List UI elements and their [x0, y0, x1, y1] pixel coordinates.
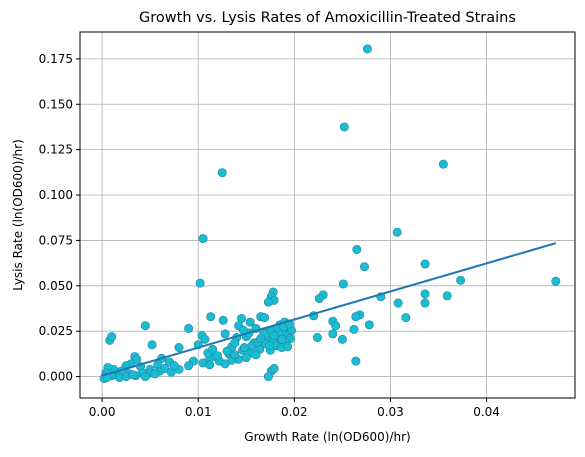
- y-axis-title: Lysis Rate (ln(OD600)/hr): [11, 139, 25, 291]
- chart-title: Growth vs. Lysis Rates of Amoxicillin-Tr…: [139, 10, 516, 26]
- data-point: [351, 312, 361, 322]
- data-point: [269, 331, 279, 341]
- data-point: [312, 333, 322, 343]
- regression-line: [101, 242, 557, 377]
- y-tick-label: 0.050: [39, 279, 73, 293]
- y-tick-label: 0.125: [39, 143, 73, 157]
- data-point: [393, 298, 403, 308]
- y-tick-label: 0.100: [39, 188, 73, 202]
- data-point: [420, 289, 430, 299]
- points-layer: [99, 44, 561, 383]
- data-point: [245, 317, 255, 327]
- data-point: [205, 360, 215, 370]
- data-point: [401, 313, 411, 323]
- data-point: [230, 350, 240, 360]
- data-point: [349, 324, 359, 334]
- data-point: [200, 334, 210, 344]
- data-point: [174, 343, 184, 353]
- data-point: [230, 338, 240, 348]
- data-point: [283, 342, 293, 352]
- plot-frame: [79, 31, 576, 399]
- y-tick-label: 0.075: [39, 233, 73, 247]
- data-point: [264, 341, 274, 351]
- data-point: [220, 329, 230, 339]
- data-point: [150, 369, 160, 379]
- data-point: [420, 298, 430, 308]
- data-point: [208, 344, 218, 354]
- data-point: [195, 278, 205, 288]
- data-point: [269, 363, 279, 373]
- data-point: [551, 276, 561, 286]
- data-point: [107, 332, 117, 342]
- data-point: [277, 334, 287, 344]
- data-point: [212, 351, 222, 361]
- data-point: [128, 370, 138, 380]
- fit-line-layer: [101, 242, 557, 377]
- data-point: [351, 356, 361, 366]
- data-point: [217, 168, 227, 178]
- y-tick-label: 0.000: [39, 370, 73, 384]
- x-tick-label: 0.04: [473, 405, 500, 419]
- data-point: [140, 372, 150, 382]
- data-point: [140, 321, 150, 331]
- data-point: [420, 259, 430, 269]
- grid: [80, 32, 575, 398]
- data-point: [263, 297, 273, 307]
- y-tick-label: 0.025: [39, 324, 73, 338]
- data-point: [392, 227, 402, 237]
- x-tick-label: 0.00: [89, 405, 116, 419]
- data-point: [364, 320, 374, 330]
- data-point: [184, 323, 194, 333]
- data-point: [256, 333, 266, 343]
- x-axis-ticks: 0.00 0.01 0.02 0.03 0.04: [89, 398, 500, 419]
- data-point: [352, 244, 362, 254]
- x-tick-label: 0.03: [377, 405, 404, 419]
- data-point: [359, 262, 369, 272]
- data-point: [184, 361, 194, 371]
- data-point: [438, 159, 448, 169]
- data-point: [339, 122, 349, 132]
- data-point: [239, 343, 249, 353]
- data-point: [198, 234, 208, 244]
- data-point: [456, 275, 466, 285]
- data-point: [331, 321, 341, 331]
- data-point: [338, 279, 348, 289]
- data-point: [251, 350, 261, 360]
- data-point: [442, 291, 452, 301]
- y-tick-label: 0.150: [39, 97, 73, 111]
- x-tick-label: 0.02: [281, 405, 308, 419]
- data-point: [222, 346, 232, 356]
- x-axis-title: Growth Rate (ln(OD600)/hr): [244, 430, 410, 444]
- y-axis-ticks: 0.000 0.025 0.050 0.075 0.100 0.125 0.150 0.175: [39, 52, 80, 384]
- data-point: [241, 353, 251, 363]
- data-point: [206, 312, 216, 322]
- data-point: [263, 372, 273, 382]
- y-tick-label: 0.175: [39, 52, 73, 66]
- data-point: [147, 340, 157, 350]
- data-point: [260, 313, 270, 323]
- x-tick-label: 0.01: [185, 405, 212, 419]
- data-point: [337, 334, 347, 344]
- data-point: [362, 44, 372, 54]
- data-point: [218, 315, 228, 325]
- data-point: [314, 294, 324, 304]
- data-point: [328, 329, 338, 339]
- data-point: [169, 361, 179, 371]
